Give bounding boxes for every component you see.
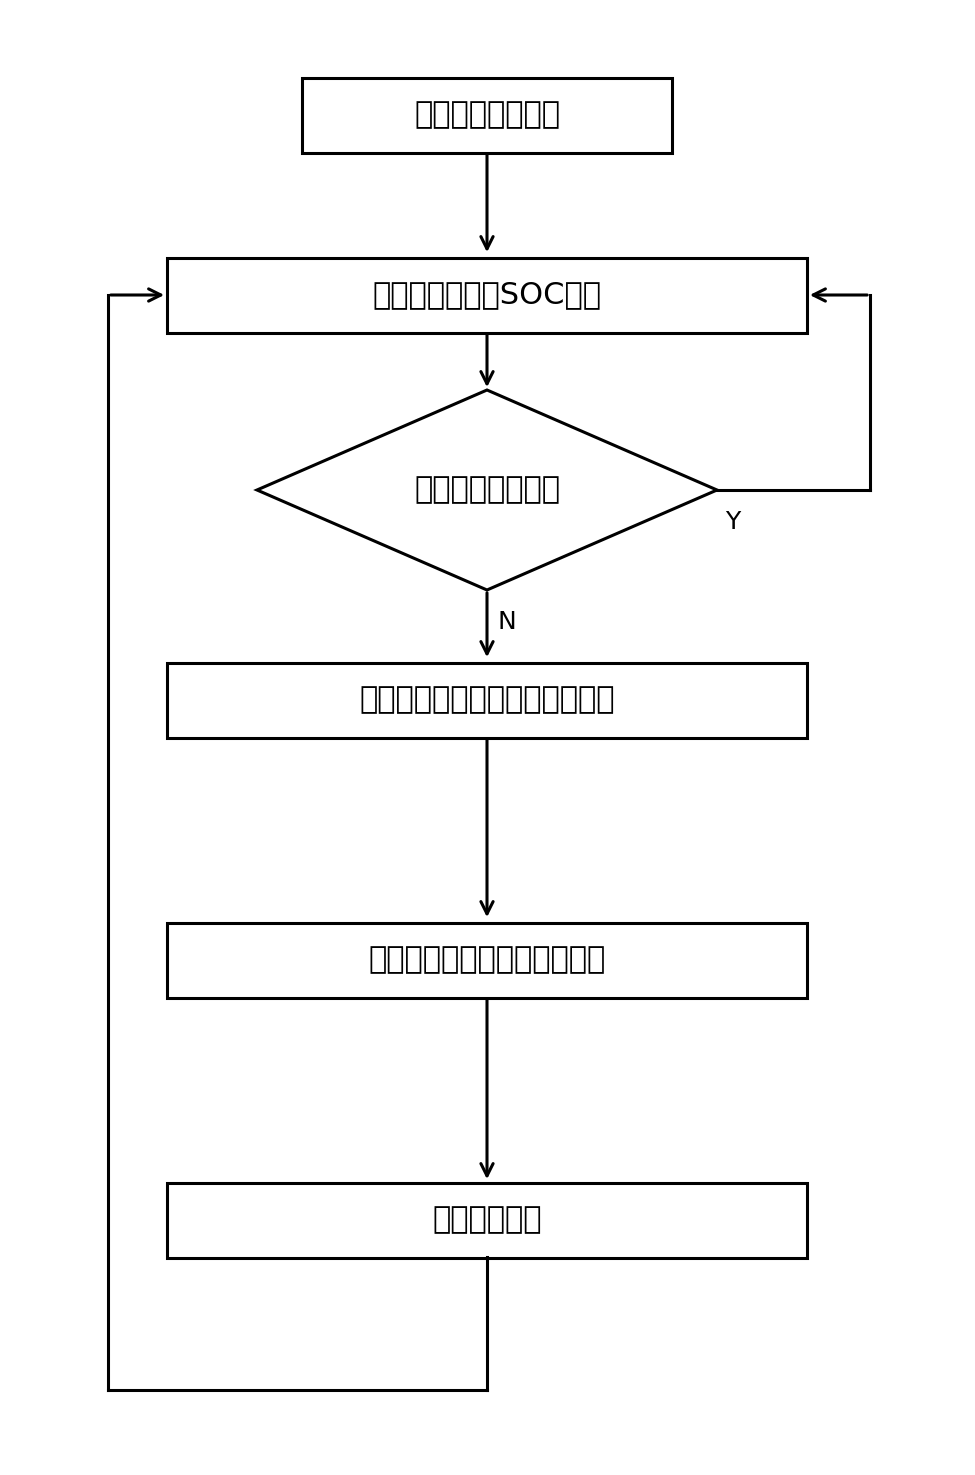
- Bar: [167, 922, 807, 997]
- Bar: [167, 1183, 807, 1258]
- Text: 是否有充电数据？: 是否有充电数据？: [414, 475, 560, 504]
- Text: 计算一段时间内平均自放电率: 计算一段时间内平均自放电率: [369, 945, 605, 975]
- Text: 计算对外输出电量和消耗总电量: 计算对外输出电量和消耗总电量: [359, 686, 615, 714]
- Text: 自放电率评估: 自放电率评估: [432, 1205, 542, 1235]
- Text: 采集电池使用数据: 采集电池使用数据: [414, 100, 560, 130]
- Text: 提取电流数据及SOC数据: 提取电流数据及SOC数据: [372, 280, 602, 310]
- Text: Y: Y: [725, 510, 740, 534]
- Bar: [167, 258, 807, 332]
- Polygon shape: [257, 389, 717, 590]
- Bar: [167, 662, 807, 738]
- Text: N: N: [498, 611, 517, 634]
- Bar: [302, 78, 672, 152]
